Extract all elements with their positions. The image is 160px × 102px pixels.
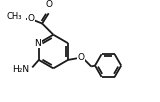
Text: O: O xyxy=(77,53,84,62)
Text: O: O xyxy=(45,1,52,9)
Text: N: N xyxy=(35,39,41,48)
Text: O: O xyxy=(27,14,34,23)
Text: H₂N: H₂N xyxy=(12,65,29,74)
Text: CH₃: CH₃ xyxy=(6,12,22,21)
